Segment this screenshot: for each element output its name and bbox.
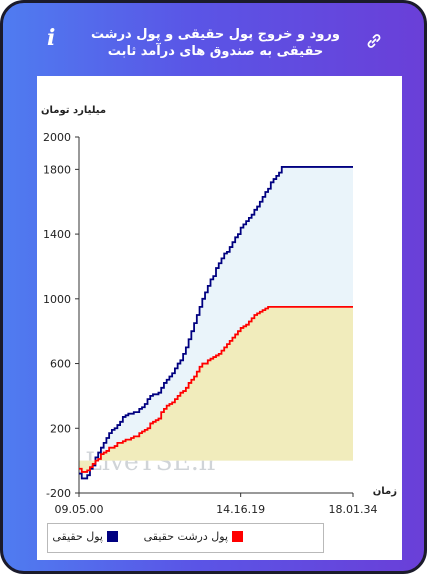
y-tick-label: 1400 (43, 228, 71, 241)
y-tick-label: 2000 (43, 131, 71, 144)
link-icon[interactable] (366, 33, 382, 49)
x-tick-label: 14.16.19 (216, 503, 265, 516)
chart-title: ورود و خروج پول حقیقی و پول درشت حقیقی ب… (91, 27, 340, 59)
y-tick-label: 1000 (43, 293, 71, 306)
legend-swatch-real (107, 531, 118, 542)
y-axis-label: میلیارد تومان (41, 105, 106, 116)
y-tick-label: 200 (50, 422, 71, 435)
series-line-0 (79, 166, 353, 480)
chart-svg: LiveTSE.ir میلیارد تومان زمان -200200600… (41, 105, 397, 516)
x-axis-label: زمان (373, 486, 397, 497)
x-tick-label: 09.05.00 (55, 503, 104, 516)
legend-label-big-real: پول درشت حقیقی (143, 530, 228, 543)
x-tick-label: 18.01.34 (329, 503, 378, 516)
chart-panel: LiveTSE.ir میلیارد تومان زمان -200 200 600… (37, 76, 402, 560)
y-tick-label: -200 (46, 487, 71, 500)
info-icon[interactable]: i (47, 25, 56, 51)
chart-legend: پول حقیقی پول درشت حقیقی (47, 523, 324, 553)
y-tick-label: 1800 (43, 163, 71, 176)
y-tick-label: 600 (50, 358, 71, 371)
card-header: i ورود و خروج پول حقیقی و پول درشت حقیقی… (3, 3, 424, 73)
legend-label-real: پول حقیقی (52, 530, 103, 543)
legend-swatch-big-real (232, 531, 243, 542)
series-line-1 (79, 306, 353, 473)
